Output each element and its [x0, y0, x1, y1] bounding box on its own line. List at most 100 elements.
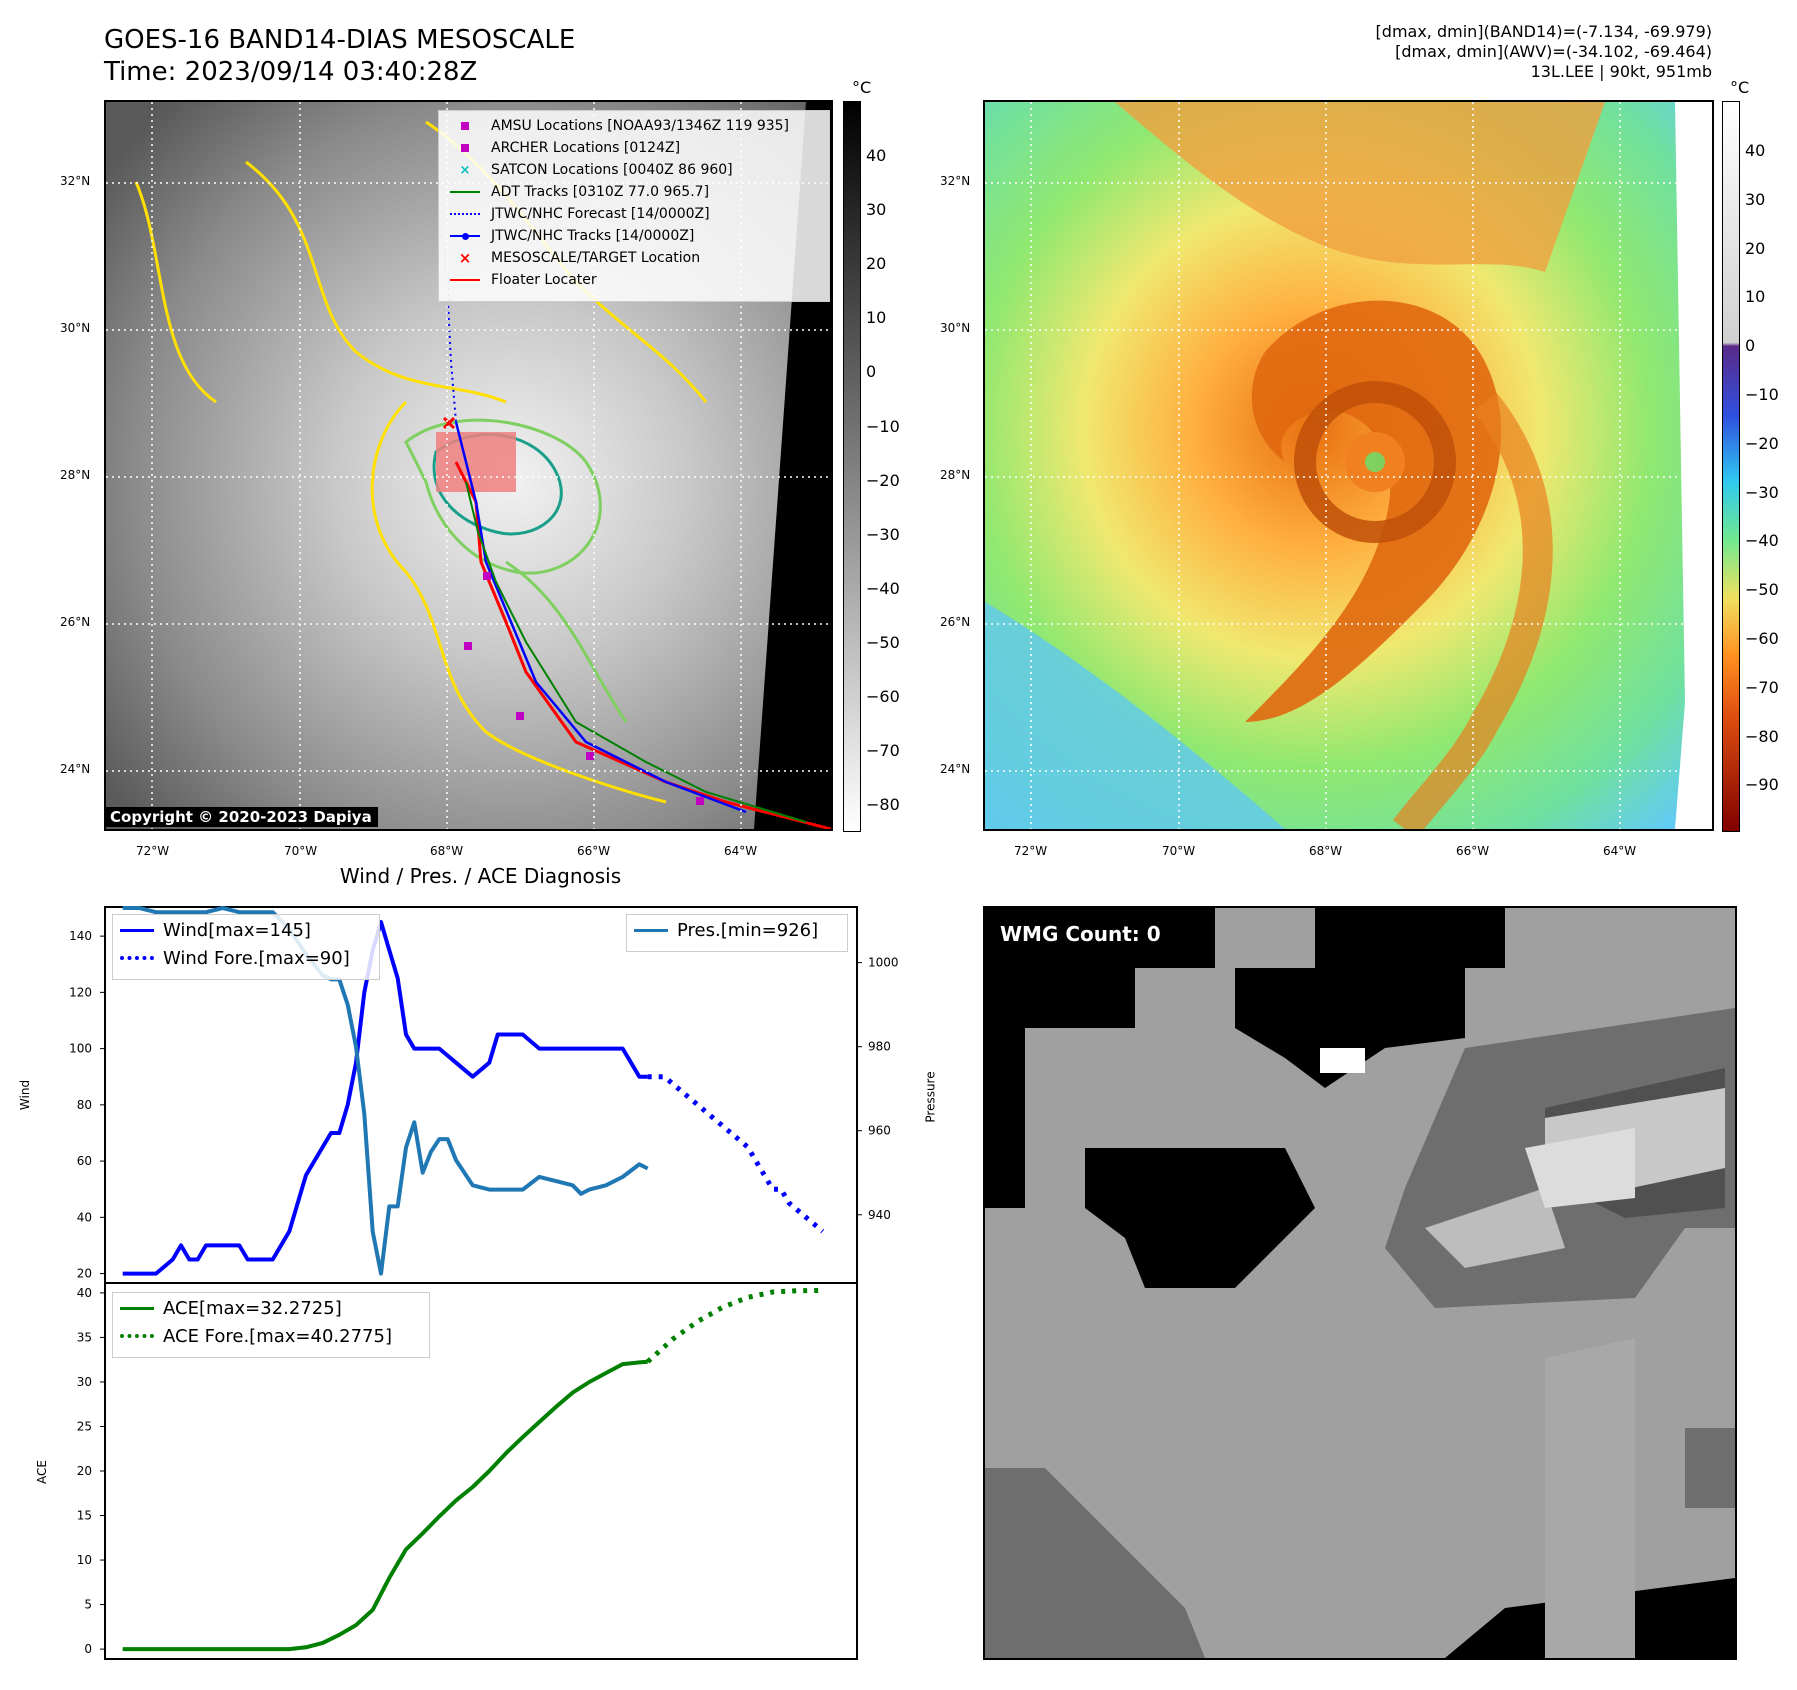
- enhanced-colorbar-unit: °C: [1730, 78, 1750, 97]
- pressure-axis-label: Pressure: [923, 1071, 938, 1123]
- ace-tick-label: 10: [77, 1553, 92, 1567]
- legend-item-archer: ARCHER Locations [0124Z]: [447, 137, 821, 159]
- floater-track-line: [454, 461, 831, 829]
- legend-item-wind-forecast: Wind Fore.[max=90]: [119, 947, 373, 969]
- legend-label: ACE[max=32.2725]: [163, 1297, 342, 1319]
- colorbar-tick-label: 0: [1745, 336, 1756, 356]
- wind-axis-label: Wind: [18, 1079, 33, 1111]
- lat-label: 32°N: [60, 174, 91, 188]
- dotted-line-icon: [447, 213, 483, 215]
- wind-tick-label: 20: [77, 1267, 92, 1281]
- pressure-legend: Pres.[min=926]: [626, 914, 848, 952]
- legend-label: AMSU Locations [NOAA93/1346Z 119 935]: [491, 118, 790, 134]
- line-marker-icon: [447, 191, 483, 193]
- legend-item-pressure: Pres.[min=926]: [633, 919, 841, 941]
- colorbar-tick-label: 30: [1745, 189, 1766, 209]
- info-line-1: [dmax, dmin](BAND14)=(-7.134, -69.979): [1375, 22, 1712, 41]
- legend-item-floater: Floater Locater: [447, 269, 821, 291]
- storm-info: [dmax, dmin](BAND14)=(-7.134, -69.979) […: [1100, 22, 1712, 82]
- lon-label: 70°W: [284, 844, 318, 858]
- colorbar-tick-label: −30: [1745, 482, 1779, 502]
- colorbar-tick-label: −40: [1745, 531, 1779, 551]
- ace-legend: ACE[max=32.2725] ACE Fore.[max=40.2775]: [112, 1292, 430, 1358]
- diagnosis-title: Wind / Pres. / ACE Diagnosis: [339, 864, 622, 888]
- wind-tick-label: 80: [77, 1098, 92, 1112]
- lat-label: 28°N: [60, 468, 91, 482]
- square-marker-icon: [447, 122, 483, 130]
- figure-title: GOES-16 BAND14-DIAS MESOSCALE Time: 2023…: [104, 24, 575, 88]
- lon-label: 72°W: [1014, 844, 1048, 858]
- pressure-tick-label: 940: [868, 1208, 891, 1222]
- dotted-line-icon: [119, 1334, 155, 1338]
- colorbar-tick-label: −60: [1745, 629, 1779, 648]
- dotted-line-icon: [119, 956, 155, 960]
- line-marker-icon: [119, 928, 155, 932]
- colorbar-tick-label: 20: [866, 254, 887, 274]
- lat-label: 32°N: [940, 174, 971, 188]
- wind-tick-label: 100: [69, 1042, 92, 1056]
- legend-item-jtwc-forecast: JTWC/NHC Forecast [14/0000Z]: [447, 203, 821, 225]
- legend-label: JTWC/NHC Tracks [14/0000Z]: [491, 228, 695, 244]
- pressure-tick-label: 1000: [868, 956, 899, 970]
- colorbar-tick-label: −70: [866, 741, 900, 761]
- legend-label: SATCON Locations [0040Z 86 960]: [491, 162, 733, 178]
- legend-item-amsu: AMSU Locations [NOAA93/1346Z 119 935]: [447, 115, 821, 137]
- ir-map-panel: AMSU Locations [NOAA93/1346Z 119 935] AR…: [104, 100, 833, 831]
- legend-label: JTWC/NHC Forecast [14/0000Z]: [491, 206, 710, 222]
- wmg-count-label: WMG Count: 0: [1000, 922, 1161, 946]
- line-marker-icon: [633, 928, 669, 932]
- legend-label: Wind Fore.[max=90]: [163, 947, 350, 969]
- pressure-tick-label: 980: [868, 1040, 891, 1054]
- colorbar-tick-label: 10: [1745, 287, 1766, 307]
- colorbar-tick-label: −20: [1745, 433, 1779, 453]
- colorbar-tick-label: 40: [1745, 141, 1766, 160]
- square-marker-icon: [447, 144, 483, 152]
- lon-label: 64°W: [1603, 844, 1637, 858]
- pressure-tick-label: 960: [868, 1124, 891, 1138]
- lat-label: 24°N: [60, 762, 91, 776]
- colorbar-tick-label: −10: [866, 416, 900, 436]
- ir-colorbar-unit: °C: [852, 78, 872, 97]
- lon-label: 72°W: [136, 844, 170, 858]
- lon-label: 68°W: [430, 844, 464, 858]
- ace-tick-label: 25: [77, 1419, 92, 1433]
- info-line-2: [dmax, dmin](AWV)=(-34.102, -69.464): [1395, 42, 1712, 61]
- wmg-panel: [983, 906, 1737, 1660]
- title-line-1: GOES-16 BAND14-DIAS MESOSCALE: [104, 25, 576, 55]
- lat-label: 26°N: [940, 615, 971, 629]
- wind-tick-label: 140: [69, 929, 92, 943]
- colorbar-tick-label: −60: [866, 687, 900, 706]
- colorbar-tick-label: −50: [1745, 580, 1779, 600]
- legend-item-target: × MESOSCALE/TARGET Location: [447, 247, 821, 269]
- colorbar-tick-label: −90: [1745, 775, 1779, 795]
- ace-tick-label: 15: [77, 1509, 92, 1523]
- colorbar-tick-label: −20: [866, 470, 900, 490]
- colorbar-tick-label: 40: [866, 146, 887, 165]
- colorbar-tick-label: −10: [1745, 385, 1779, 404]
- legend-item-ace-forecast: ACE Fore.[max=40.2775]: [119, 1325, 423, 1347]
- legend-item-wind: Wind[max=145]: [119, 919, 373, 941]
- ace-tick-label: 30: [77, 1375, 92, 1389]
- legend-item-satcon: × SATCON Locations [0040Z 86 960]: [447, 159, 821, 181]
- x-marker-icon: ×: [458, 249, 472, 267]
- lon-label: 66°W: [1456, 844, 1490, 858]
- ace-tick-label: 35: [77, 1330, 92, 1344]
- legend-item-ace: ACE[max=32.2725]: [119, 1297, 423, 1319]
- lat-label: 24°N: [940, 762, 971, 776]
- colorbar-tick-label: −80: [1745, 726, 1779, 746]
- lon-label: 64°W: [724, 844, 758, 858]
- colorbar-tick-label: −50: [866, 632, 900, 652]
- target-location-marker: [442, 416, 456, 430]
- enhanced-map-image: [985, 102, 1712, 829]
- colorbar-tick-label: −40: [866, 578, 900, 598]
- ace-axis-label: ACE: [34, 1460, 49, 1484]
- line-dot-icon: [447, 232, 483, 240]
- legend-label: ARCHER Locations [0124Z]: [491, 140, 681, 156]
- legend-label: Wind[max=145]: [163, 919, 311, 941]
- ace-tick-label: 5: [84, 1598, 92, 1612]
- ace-tick-label: 40: [77, 1286, 92, 1300]
- title-line-2: Time: 2023/09/14 03:40:28Z: [104, 57, 478, 87]
- map-legend: AMSU Locations [NOAA93/1346Z 119 935] AR…: [438, 110, 830, 302]
- wind-tick-label: 120: [69, 985, 92, 999]
- colorbar-tick-label: −80: [866, 795, 900, 815]
